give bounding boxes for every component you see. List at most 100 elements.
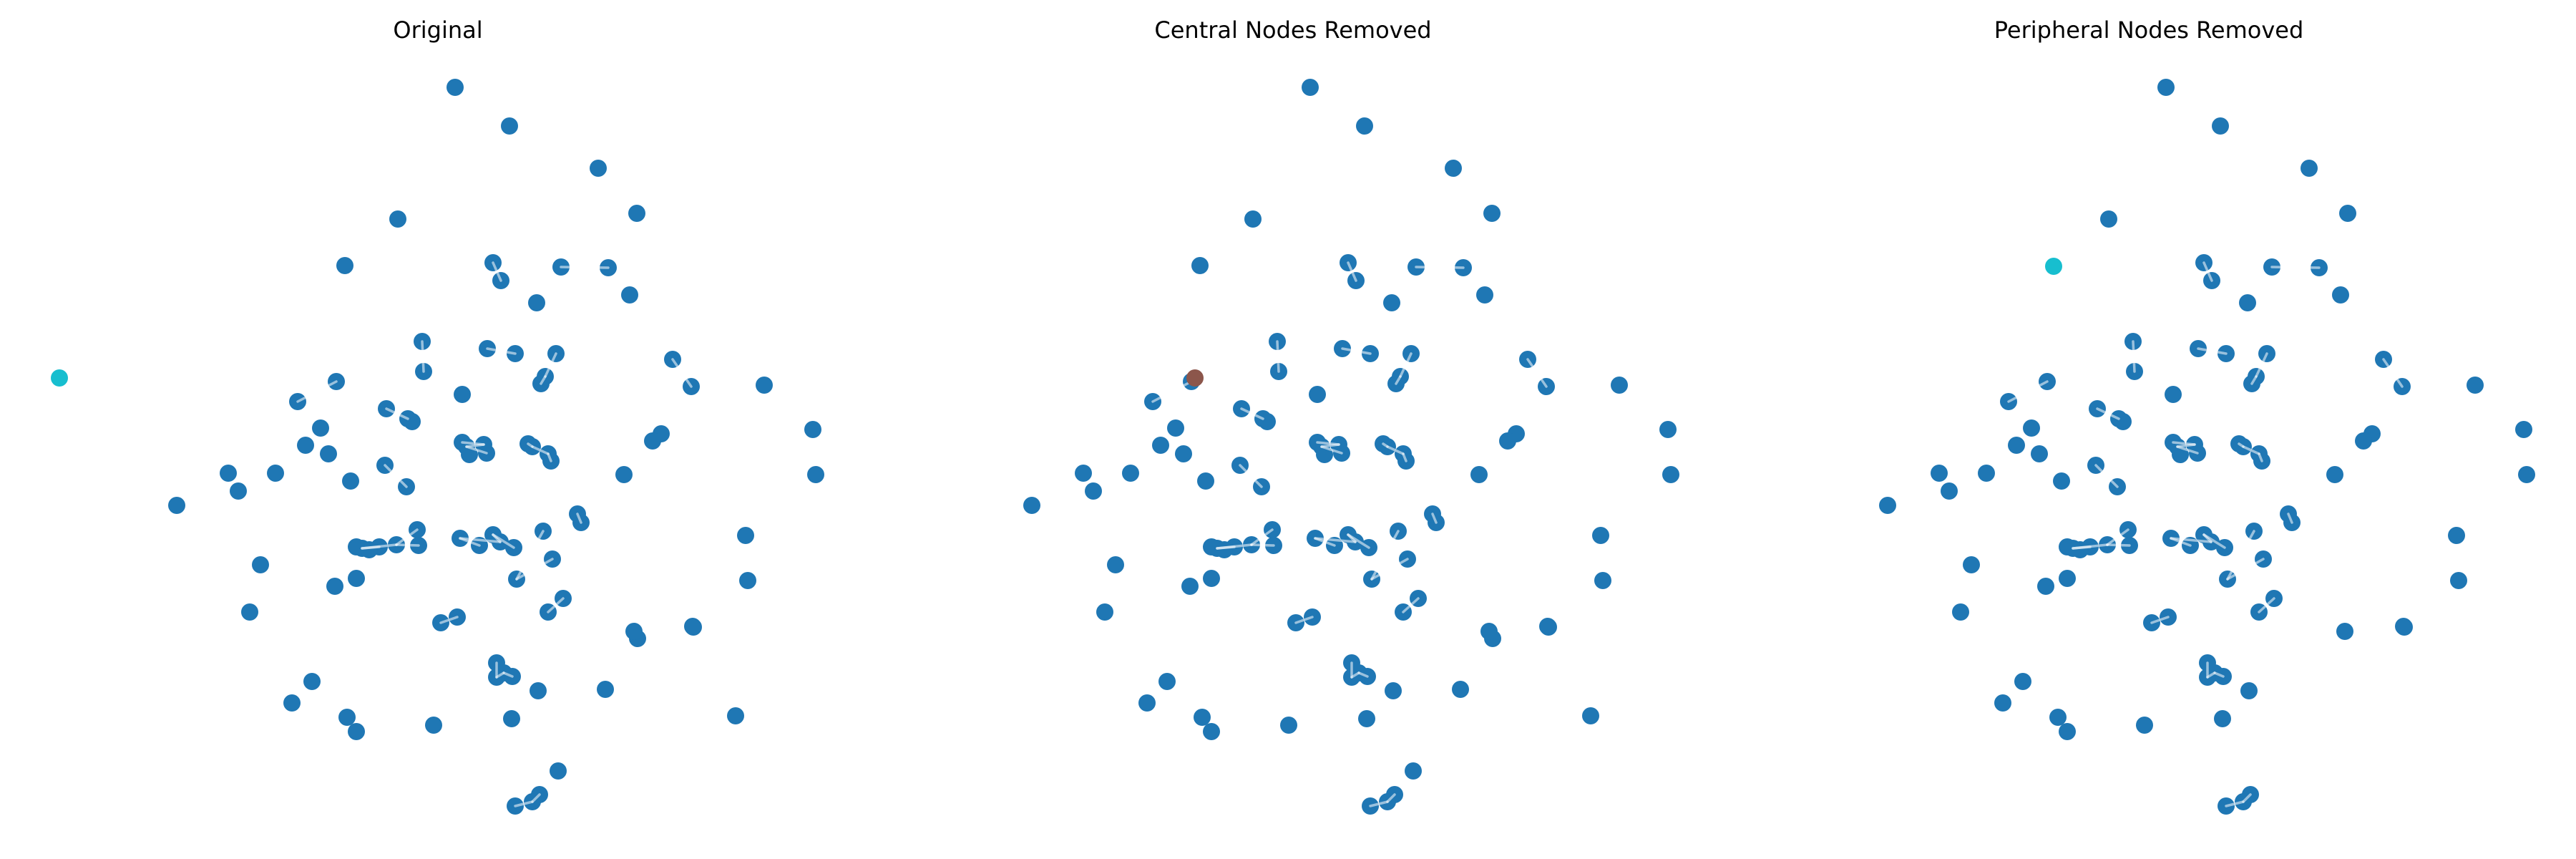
graph-node xyxy=(1499,432,1516,450)
graph-node xyxy=(727,707,744,724)
graph-node xyxy=(501,117,518,135)
graph-edge xyxy=(2202,261,2213,282)
graph-node xyxy=(1483,205,1501,222)
graph-node xyxy=(2214,710,2231,727)
graph-node xyxy=(1122,465,1139,482)
graph-edge xyxy=(2382,358,2404,388)
graph-node xyxy=(1659,421,1677,438)
graph-node xyxy=(2212,117,2229,135)
graph-node xyxy=(1405,762,1422,780)
graph-node xyxy=(1216,541,1233,558)
graph-node xyxy=(1452,681,1469,698)
graph-node xyxy=(1594,572,1611,589)
graph-edge xyxy=(547,597,565,613)
graph-node xyxy=(1191,257,1209,274)
graph-node xyxy=(1138,694,1156,712)
graph-node xyxy=(1152,437,1169,454)
graph-node xyxy=(241,603,258,621)
graph-node xyxy=(1480,623,1498,640)
panel-central-removed: Central Nodes Removed xyxy=(1023,16,1679,815)
graph-node xyxy=(342,472,359,490)
graph-node xyxy=(338,709,356,726)
graph-node xyxy=(684,618,701,635)
graph-node xyxy=(1931,465,1948,482)
graph-edge xyxy=(2096,407,2120,420)
graph-edge xyxy=(1402,452,1407,462)
graph-node xyxy=(1662,466,1679,483)
graph-node xyxy=(739,572,756,589)
graph-node xyxy=(1383,294,1400,311)
graph-edge xyxy=(1369,800,1389,807)
graph-edge xyxy=(2150,616,2170,624)
graph-node xyxy=(804,421,821,438)
graph-node xyxy=(297,437,314,454)
graph-node xyxy=(756,377,773,394)
graph-edge xyxy=(385,407,409,420)
graph-edge xyxy=(1347,261,1357,282)
graph-node xyxy=(447,79,464,96)
graph-node xyxy=(1539,618,1556,635)
graph-edge xyxy=(515,558,554,581)
graph-edge xyxy=(1294,616,1314,624)
graph-edge xyxy=(2197,347,2228,355)
graph-node xyxy=(2072,541,2089,558)
graph-node xyxy=(1385,682,1402,699)
graph-edge xyxy=(2255,352,2268,378)
graph-edge xyxy=(544,352,557,378)
graph-edge xyxy=(1386,445,1405,455)
graph-edge xyxy=(2106,528,2129,546)
graph-node xyxy=(2515,421,2532,438)
graph-edge xyxy=(2007,380,2049,403)
graph-edge xyxy=(395,528,419,546)
graph-node xyxy=(1280,717,1297,734)
graph-node xyxy=(528,294,545,311)
graph-edge xyxy=(1399,352,1413,378)
graph-node xyxy=(1075,465,1092,482)
graph-node xyxy=(2339,205,2356,222)
graph-edge xyxy=(1314,537,1336,547)
graph-node xyxy=(2059,570,2076,587)
graph-node xyxy=(1197,472,1214,490)
graph-node xyxy=(1994,694,2011,712)
graph-node xyxy=(597,681,614,698)
graph-edge xyxy=(1216,543,1253,550)
graph-node xyxy=(2165,386,2182,403)
graph-node xyxy=(2014,673,2031,690)
graph-edge xyxy=(439,616,459,624)
graph-central-removed xyxy=(1023,79,1679,815)
graph-node xyxy=(621,286,638,304)
graph-edge xyxy=(2287,513,2293,524)
graph-node xyxy=(1194,709,1211,726)
graph-edge xyxy=(1415,266,1465,269)
highlighted-isolated-node xyxy=(51,369,68,387)
graph-node xyxy=(348,538,365,555)
highlighted-isolated-node xyxy=(1186,369,1204,387)
graph-node xyxy=(168,497,185,514)
graph-node xyxy=(1175,445,1192,462)
graph-edge xyxy=(502,671,514,678)
graph-edge xyxy=(2170,537,2192,547)
panel-title-original: Original xyxy=(393,16,482,44)
graph-node xyxy=(2059,538,2076,555)
graph-node xyxy=(2008,437,2025,454)
graph-node xyxy=(615,466,633,483)
graph-edge xyxy=(296,380,338,403)
graph-node xyxy=(628,205,645,222)
graph-node xyxy=(320,445,337,462)
graph-edge xyxy=(576,513,582,524)
graph-edge xyxy=(1151,380,1193,403)
graph-node xyxy=(336,257,353,274)
highlighted-isolated-node xyxy=(2045,258,2062,275)
graph-node xyxy=(2031,445,2048,462)
graph-edge xyxy=(459,537,502,543)
graph-node xyxy=(283,694,301,712)
graph-edge xyxy=(495,671,505,679)
graph-node xyxy=(2450,572,2467,589)
graph-edge xyxy=(2242,445,2260,455)
graph-node xyxy=(2395,618,2412,635)
graph-node xyxy=(1244,210,1262,228)
graph-node xyxy=(2355,432,2372,450)
graph-edge xyxy=(2250,375,2258,385)
